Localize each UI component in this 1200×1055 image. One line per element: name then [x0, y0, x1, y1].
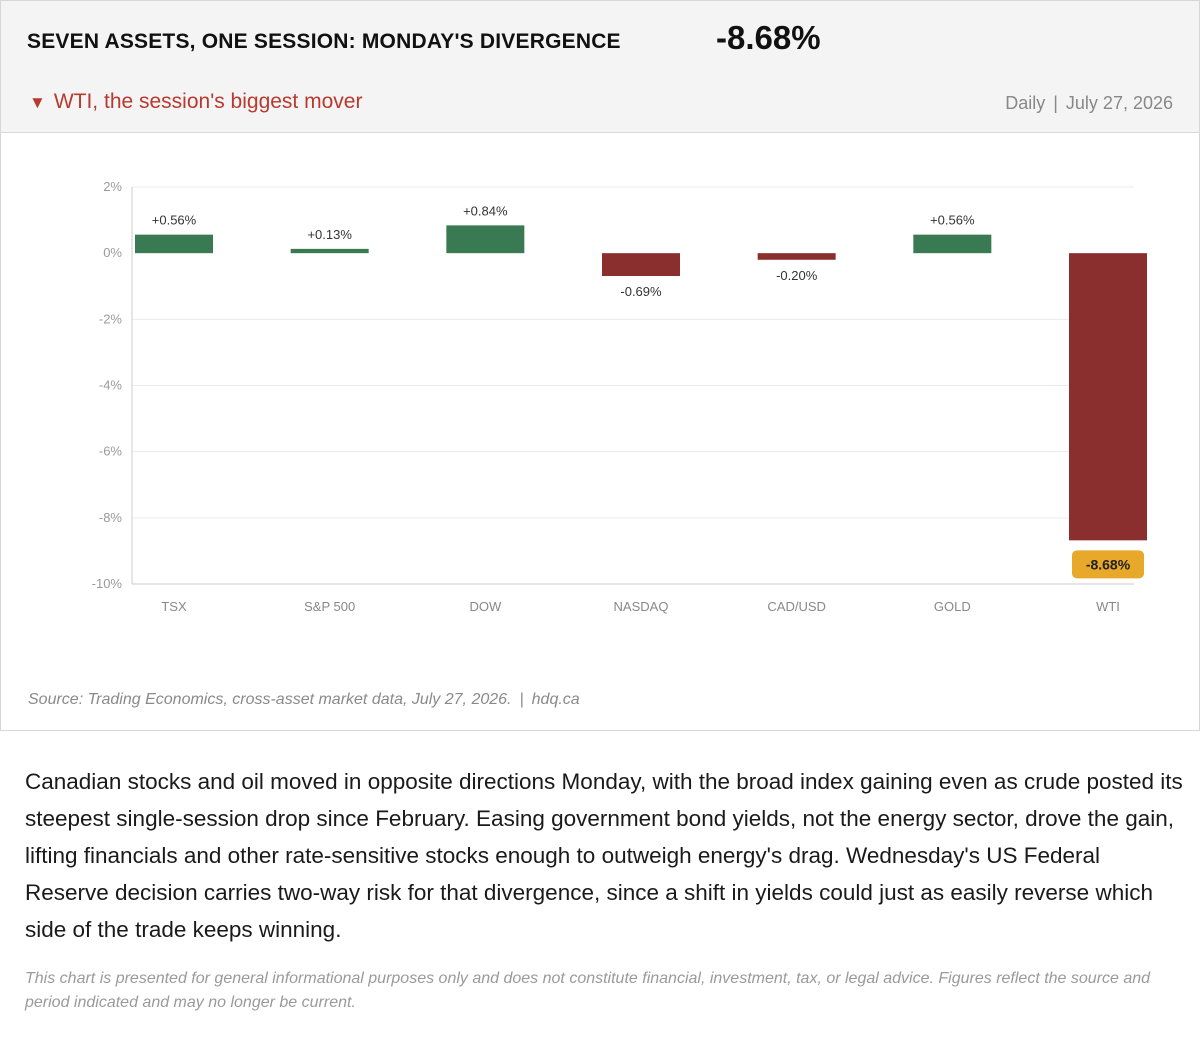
- x-tick-label: GOLD: [934, 599, 971, 614]
- data-label: +0.13%: [307, 227, 352, 242]
- y-tick-label: -8%: [99, 510, 123, 525]
- data-label: -8.68%: [1086, 556, 1131, 572]
- chart-title: SEVEN ASSETS, ONE SESSION: MONDAY'S DIVE…: [27, 30, 621, 53]
- bar-dow: [446, 225, 525, 254]
- data-label: -0.69%: [620, 284, 662, 299]
- source-separator: |: [519, 691, 524, 708]
- bar-wti: [1069, 253, 1147, 541]
- date-label: July 27, 2026: [1065, 93, 1173, 113]
- y-tick-label: 0%: [103, 245, 122, 260]
- bar-gold: [913, 234, 992, 254]
- chart-canvas: 2% 0% -2% -4% -6% -8% -10% +0.56% TSX +0.13% S&P 5…: [92, 179, 1147, 614]
- bar-s-p-500: [290, 248, 369, 254]
- x-tick-label: WTI: [1096, 599, 1120, 614]
- source-site: hdq.ca: [531, 691, 580, 708]
- x-tick-label: NASDAQ: [614, 599, 669, 614]
- frequency-label: Daily: [1005, 93, 1046, 113]
- headline-value: -8.68%: [716, 19, 821, 56]
- chart-subtitle: ▼ WTI, the session's biggest mover: [29, 90, 362, 114]
- chart-source: Source: Trading Economics, cross-asset m…: [28, 691, 580, 709]
- data-label: -0.20%: [776, 268, 818, 283]
- data-label: +0.84%: [463, 203, 508, 218]
- bar-chart: 2% 0% -2% -4% -6% -8% -10% +0.56% TSX +0.13% S&P 5…: [1, 134, 1199, 654]
- y-tick-label: 2%: [103, 179, 122, 194]
- highlight-badge: [1072, 550, 1144, 579]
- bar-tsx: [135, 234, 213, 254]
- article-paragraph: Canadian stocks and oil moved in opposit…: [25, 769, 1183, 942]
- chart-meta: Daily | July 27, 2026: [1005, 93, 1173, 114]
- data-label: +0.56%: [930, 213, 975, 228]
- subtitle-text: WTI, the session's biggest mover: [53, 90, 363, 113]
- x-tick-label: TSX: [161, 599, 187, 614]
- y-tick-label: -10%: [92, 576, 123, 591]
- x-tick-label: S&P 500: [304, 599, 355, 614]
- down-arrow-icon: ▼: [29, 93, 46, 112]
- source-text: Source: Trading Economics, cross-asset m…: [28, 691, 512, 708]
- x-tick-label: DOW: [469, 599, 502, 614]
- chart-header: SEVEN ASSETS, ONE SESSION: MONDAY'S DIVE…: [1, 1, 1199, 133]
- bar-cad-usd: [757, 253, 836, 260]
- y-tick-label: -6%: [99, 444, 123, 459]
- bar-nasdaq: [602, 253, 680, 276]
- disclaimer: This chart is presented for general info…: [25, 970, 1151, 1011]
- chart-card: SEVEN ASSETS, ONE SESSION: MONDAY'S DIVE…: [0, 0, 1200, 731]
- data-label: +0.56%: [152, 213, 197, 228]
- y-tick-label: -4%: [99, 378, 123, 393]
- y-tick-label: -2%: [99, 311, 123, 326]
- meta-separator: |: [1053, 93, 1058, 113]
- x-tick-label: CAD/USD: [767, 599, 826, 614]
